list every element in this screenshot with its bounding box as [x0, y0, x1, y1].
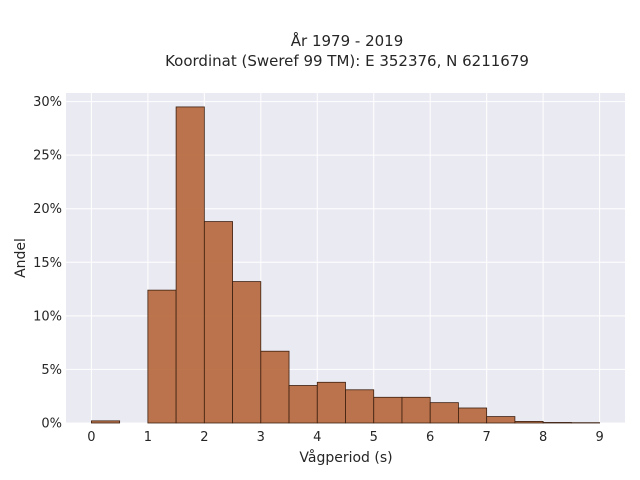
- histogram-bar: [316, 381, 346, 424]
- histogram-bar: [373, 396, 403, 424]
- y-tick-label: 15%: [33, 256, 62, 271]
- x-tick-label: 9: [595, 430, 603, 445]
- histogram-bar: [345, 389, 375, 424]
- chart-title: År 1979 - 2019: [291, 31, 404, 50]
- histogram-bar: [203, 221, 233, 424]
- x-tick-label: 2: [200, 430, 208, 445]
- histogram-bar: [429, 402, 459, 424]
- histogram-bar: [458, 407, 488, 424]
- y-tick-label: 25%: [33, 149, 62, 164]
- histogram-bar: [91, 420, 121, 424]
- x-tick-label: 4: [313, 430, 321, 445]
- histogram-bar: [288, 385, 318, 424]
- y-axis-label: Andel: [13, 238, 29, 278]
- histogram-bar: [486, 416, 516, 424]
- x-axis-label: Vågperiod (s): [299, 449, 392, 466]
- histogram-bar: [260, 350, 290, 424]
- y-tick-label: 30%: [33, 95, 62, 110]
- histogram-bar: [542, 422, 572, 424]
- histogram-bar: [175, 106, 205, 424]
- x-tick-label: 1: [144, 430, 152, 445]
- histogram-bar: [401, 396, 431, 424]
- y-tick-label: 5%: [41, 363, 62, 378]
- bars: [91, 106, 600, 424]
- x-tick-label: 5: [370, 430, 378, 445]
- x-axis-ticks: 0 1 2 3 4 5 6 7 8 9: [87, 430, 603, 445]
- y-axis-ticks: 0% 5% 10% 15% 20% 25% 30%: [33, 95, 62, 431]
- x-tick-label: 3: [257, 430, 265, 445]
- histogram-bar: [514, 420, 544, 424]
- x-tick-label: 6: [426, 430, 434, 445]
- y-tick-label: 0%: [41, 417, 62, 432]
- chart-subtitle: Koordinat (Sweref 99 TM): E 352376, N 62…: [165, 52, 529, 70]
- x-tick-label: 7: [483, 430, 491, 445]
- histogram-bar: [147, 289, 177, 424]
- x-tick-label: 0: [87, 430, 95, 445]
- y-tick-label: 20%: [33, 202, 62, 217]
- x-tick-label: 8: [539, 430, 547, 445]
- histogram-bar: [232, 281, 262, 424]
- y-tick-label: 10%: [33, 309, 62, 324]
